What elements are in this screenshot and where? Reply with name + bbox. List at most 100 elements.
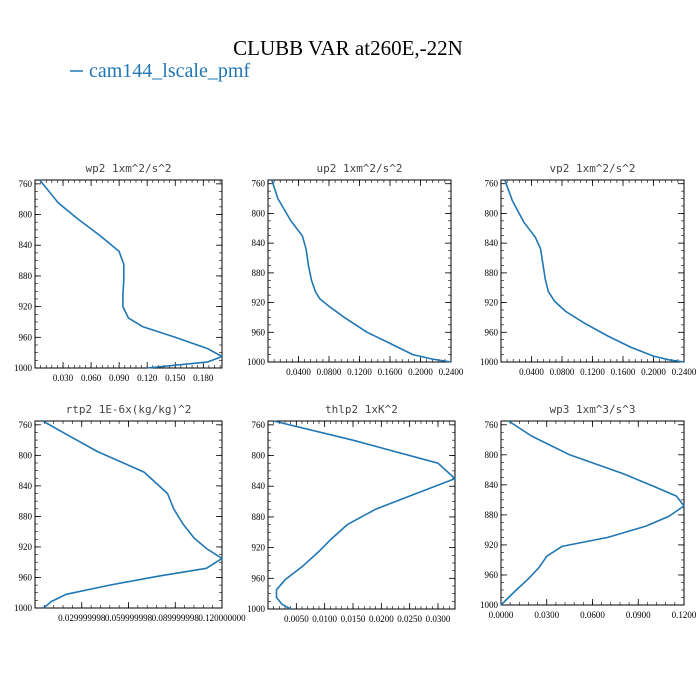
y-tick-label: 960 <box>485 570 499 580</box>
y-tick-label: 800 <box>485 450 499 460</box>
x-tick-label: 0.1600 <box>611 367 636 377</box>
y-tick-label: 760 <box>19 179 33 189</box>
y-tick-label: 1000 <box>247 357 266 367</box>
series-line <box>271 179 452 363</box>
plot-frame <box>34 179 223 369</box>
legend-label: cam144_lscale_pmf <box>89 60 250 82</box>
y-tick-label: 840 <box>19 481 33 491</box>
series-line <box>504 179 685 363</box>
y-tick-label: 880 <box>485 510 499 520</box>
y-tick-label: 920 <box>252 298 266 308</box>
y-tick-label: 920 <box>485 298 499 308</box>
series-line <box>42 420 223 609</box>
x-tick-label: 0.1200 <box>347 367 372 377</box>
x-tick-label: 0.0150 <box>341 614 366 624</box>
panel-title: rtp2 1E-6x(kg/kg)^2 <box>66 403 192 416</box>
y-tick-label: 920 <box>19 302 33 312</box>
plot-frame <box>34 420 223 609</box>
y-tick-label: 800 <box>252 451 266 461</box>
x-tick-label: 0.2000 <box>408 367 433 377</box>
y-tick-label: 760 <box>252 420 266 430</box>
y-tick-label: 840 <box>19 240 33 250</box>
y-tick-label: 880 <box>252 268 266 278</box>
x-tick-label: 0.0600 <box>580 610 605 620</box>
x-tick-label: 0.1200 <box>580 367 605 377</box>
panel-3: vp2 1xm^2/s^2 0.0400 0.0800 0.1200 0.1600 0.2… <box>480 162 697 377</box>
x-tick-label: 0.0800 <box>317 367 342 377</box>
x-tick-label: 0.030 <box>53 373 74 383</box>
x-tick-label: 0.0000 <box>489 610 514 620</box>
x-tick-label: 0.060 <box>81 373 102 383</box>
x-tick-label: 0.2400 <box>672 367 697 377</box>
plot-frame <box>500 420 685 606</box>
x-tick-label: 0.0250 <box>397 614 422 624</box>
panel-4: rtp2 1E-6x(kg/kg)^2 0.029999998 0.05999999… <box>14 403 246 623</box>
panel-title: thlp2 1xK^2 <box>325 403 398 416</box>
x-tick-label: 0.2000 <box>641 367 666 377</box>
y-tick-label: 1000 <box>247 604 266 614</box>
x-tick-label: 0.0300 <box>534 610 559 620</box>
series-line <box>273 420 456 610</box>
x-tick-label: 0.120000000 <box>198 613 246 623</box>
x-tick-label: 0.180 <box>193 373 214 383</box>
y-tick-label: 920 <box>252 543 266 553</box>
y-tick-label: 800 <box>252 208 266 218</box>
x-tick-label: 0.120 <box>137 373 158 383</box>
panel-2: up2 1xm^2/s^2 0.0400 0.0800 0.1200 0.1600 0.2… <box>247 162 464 377</box>
y-tick-label: 920 <box>485 540 499 550</box>
plot-frame <box>500 179 685 363</box>
y-tick-label: 1000 <box>14 603 33 613</box>
y-tick-label: 920 <box>19 542 33 552</box>
y-tick-label: 840 <box>252 238 266 248</box>
x-tick-label: 0.090 <box>109 373 130 383</box>
y-tick-label: 1000 <box>480 600 499 610</box>
x-tick-label: 0.0800 <box>550 367 575 377</box>
x-tick-label: 0.029999998 <box>58 613 106 623</box>
panel-title: vp2 1xm^2/s^2 <box>549 162 635 175</box>
panel-title: wp3 1xm^3/s^3 <box>549 403 635 416</box>
y-tick-label: 1000 <box>14 363 33 373</box>
panel-title: wp2 1xm^2/s^2 <box>85 162 171 175</box>
x-tick-label: 0.059999998 <box>105 613 153 623</box>
panel-5: thlp2 1xK^2 0.0050 0.0100 0.0150 0.0200 0.025… <box>247 403 456 624</box>
plot-frame <box>267 179 452 363</box>
x-tick-label: 0.0200 <box>369 614 394 624</box>
series-line <box>39 179 223 369</box>
y-tick-label: 960 <box>19 332 33 342</box>
y-tick-label: 880 <box>485 268 499 278</box>
y-tick-label: 840 <box>252 481 266 491</box>
y-tick-label: 760 <box>485 420 499 430</box>
y-tick-label: 840 <box>485 480 499 490</box>
y-tick-label: 760 <box>252 179 266 189</box>
x-tick-label: 0.0400 <box>519 367 544 377</box>
y-tick-label: 960 <box>252 327 266 337</box>
y-tick-label: 880 <box>19 271 33 281</box>
y-tick-label: 880 <box>19 511 33 521</box>
x-tick-label: 0.0050 <box>284 614 309 624</box>
y-tick-label: 960 <box>19 572 33 582</box>
y-tick-label: 1000 <box>480 357 499 367</box>
y-tick-label: 760 <box>485 179 499 189</box>
y-tick-label: 960 <box>252 573 266 583</box>
y-tick-label: 800 <box>19 450 33 460</box>
y-tick-label: 880 <box>252 512 266 522</box>
y-tick-label: 960 <box>485 327 499 337</box>
x-tick-label: 0.150 <box>165 373 186 383</box>
panels-group: wp2 1xm^2/s^2 0.030 0.060 0.090 0.120 0.150 0.… <box>14 162 697 624</box>
x-tick-label: 0.0100 <box>312 614 337 624</box>
series-line <box>500 420 685 606</box>
figure-title: CLUBB VAR at260E,-22N <box>233 36 463 60</box>
panel-6: wp3 1xm^3/s^3 0.0000 0.0300 0.0600 0.0900 0.1… <box>480 403 697 620</box>
y-tick-label: 840 <box>485 238 499 248</box>
panel-title: up2 1xm^2/s^2 <box>316 162 402 175</box>
x-tick-label: 0.0300 <box>426 614 451 624</box>
x-tick-label: 0.1200 <box>672 610 697 620</box>
y-tick-label: 760 <box>19 420 33 430</box>
plot-frame <box>267 420 456 610</box>
y-tick-label: 800 <box>485 208 499 218</box>
y-tick-label: 800 <box>19 210 33 220</box>
x-tick-label: 0.2400 <box>439 367 464 377</box>
x-tick-label: 0.0900 <box>626 610 651 620</box>
x-tick-label: 0.089999998 <box>152 613 200 623</box>
